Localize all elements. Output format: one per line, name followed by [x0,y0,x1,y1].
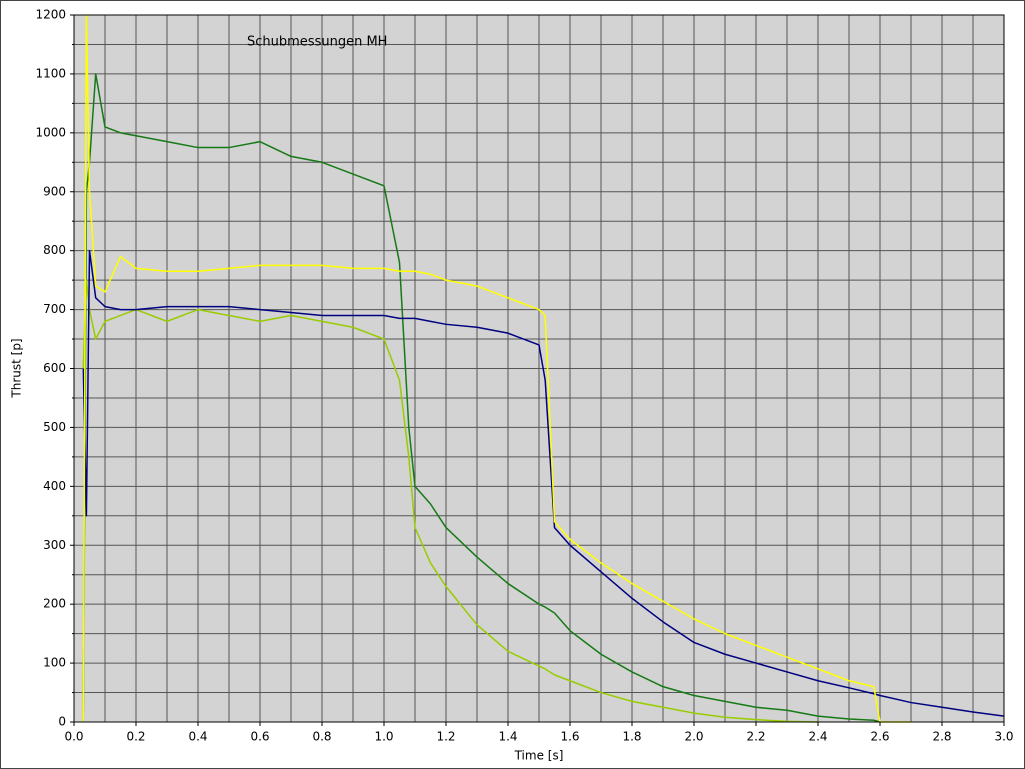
series-line [82,249,1005,717]
x-tick-label: 1.4 [498,730,517,744]
x-tick-label: 1.6 [560,730,579,744]
x-axis-label: Time [s] [514,749,564,763]
y-tick-label: 100 [43,656,66,670]
x-tick-label: 0.8 [312,730,331,744]
x-tick-label: 2.6 [870,730,889,744]
x-tick-label: 1.2 [436,730,455,744]
x-tick-label: 0.2 [126,730,145,744]
series-line [82,14,911,723]
chart-title: Schubmessungen MH [247,35,387,50]
y-tick-label: 400 [43,479,66,493]
series-line [82,279,819,723]
y-tick-label: 700 [43,302,66,316]
x-tick-label: 2.2 [746,730,765,744]
x-tick-label: 0.6 [250,730,269,744]
y-tick-label: 800 [43,243,66,257]
x-tick-label: 2.4 [808,730,827,744]
y-tick-label: 600 [43,361,66,375]
y-tick-label: 300 [43,538,66,552]
y-tick-label: 200 [43,597,66,611]
lines [82,14,1005,723]
series-line [82,73,881,723]
x-tick-label: 2.8 [932,730,951,744]
x-tick-label: 3.0 [994,730,1013,744]
y-tick-label: 1100 [35,66,66,80]
y-axis-label: Thrust [p] [10,338,24,398]
y-tick-label: 1000 [35,125,66,139]
x-tick-label: 1.8 [622,730,641,744]
y-tick-label: 900 [43,184,66,198]
x-tick-label: 0.0 [64,730,83,744]
y-tick-label: 1200 [35,8,66,22]
x-tick-label: 0.4 [188,730,207,744]
x-tick-label: 2.0 [684,730,703,744]
x-tick-label: 1.0 [374,730,393,744]
y-tick-label: 0 [58,715,66,729]
y-tick-label: 500 [43,420,66,434]
